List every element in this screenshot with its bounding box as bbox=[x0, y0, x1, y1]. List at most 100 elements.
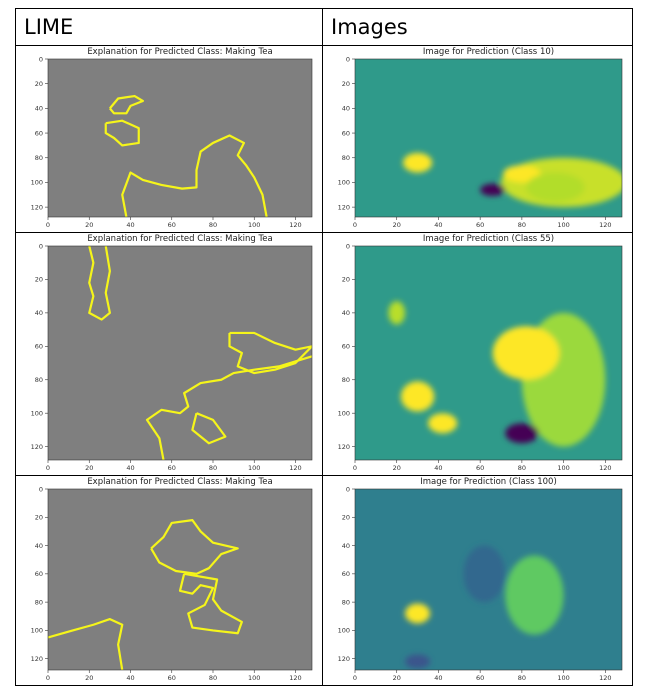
x-tick-label: 20 bbox=[85, 674, 93, 682]
y-tick-label: 60 bbox=[35, 343, 43, 351]
x-tick-label: 120 bbox=[599, 464, 611, 472]
plot-area bbox=[48, 59, 312, 217]
y-tick-label: 20 bbox=[35, 276, 43, 284]
y-tick-label: 120 bbox=[338, 443, 350, 451]
image-cell: Explanation for Predicted Class: Making … bbox=[15, 475, 323, 686]
image-cell: Explanation for Predicted Class: Making … bbox=[15, 232, 323, 476]
x-tick-label: 120 bbox=[289, 674, 301, 682]
x-tick-label: 60 bbox=[168, 674, 176, 682]
heat-blob bbox=[480, 184, 505, 196]
x-tick-label: 80 bbox=[209, 674, 217, 682]
plot-title: Explanation for Predicted Class: Making … bbox=[87, 234, 272, 244]
x-tick-label: 100 bbox=[557, 464, 569, 472]
heat-blob bbox=[526, 173, 584, 203]
background bbox=[48, 59, 312, 217]
x-tick-label: 120 bbox=[599, 221, 611, 229]
y-tick-label: 20 bbox=[35, 80, 43, 88]
header-text: LIME bbox=[24, 15, 73, 39]
y-tick-label: 80 bbox=[342, 376, 350, 384]
image-cell: Image for Prediction (Class 55) 0 20 40 60 80… bbox=[322, 232, 633, 476]
heat-blob bbox=[403, 153, 432, 173]
plot-area bbox=[355, 59, 626, 217]
y-tick-label: 80 bbox=[342, 154, 350, 162]
x-tick-label: 80 bbox=[518, 464, 526, 472]
plot: Image for Prediction (Class 100) 0 20 40 60 8… bbox=[323, 476, 632, 685]
y-tick-label: 40 bbox=[342, 309, 350, 317]
plot-title: Image for Prediction (Class 55) bbox=[423, 234, 554, 244]
heat-blob bbox=[401, 381, 434, 411]
y-tick-label: 0 bbox=[346, 485, 350, 493]
x-tick-label: 120 bbox=[289, 221, 301, 229]
plot: Image for Prediction (Class 10) 0 20 40 60 80… bbox=[323, 46, 632, 232]
x-tick-label: 20 bbox=[393, 221, 401, 229]
y-tick-label: 80 bbox=[35, 376, 43, 384]
x-tick-label: 100 bbox=[557, 221, 569, 229]
x-tick-label: 100 bbox=[248, 674, 260, 682]
y-tick-label: 40 bbox=[35, 542, 43, 550]
plot-title: Image for Prediction (Class 100) bbox=[420, 477, 557, 487]
x-tick-label: 20 bbox=[393, 464, 401, 472]
x-tick-label: 0 bbox=[46, 464, 50, 472]
plot: Explanation for Predicted Class: Making … bbox=[16, 46, 322, 232]
plot-area bbox=[48, 489, 312, 670]
y-tick-label: 20 bbox=[342, 80, 350, 88]
y-tick-label: 60 bbox=[342, 570, 350, 578]
x-tick-label: 80 bbox=[518, 674, 526, 682]
plot-title: Image for Prediction (Class 10) bbox=[423, 47, 554, 57]
x-tick-label: 40 bbox=[434, 464, 442, 472]
page: LIME Images Explanation for Predicted Cl… bbox=[0, 0, 648, 691]
x-tick-label: 40 bbox=[126, 674, 134, 682]
y-tick-label: 20 bbox=[342, 514, 350, 522]
y-tick-label: 60 bbox=[342, 343, 350, 351]
background bbox=[48, 489, 312, 670]
y-tick-label: 120 bbox=[31, 655, 43, 663]
image-cell: Explanation for Predicted Class: Making … bbox=[15, 45, 323, 233]
header-cell: LIME bbox=[15, 8, 323, 46]
y-tick-label: 60 bbox=[342, 129, 350, 137]
y-tick-label: 100 bbox=[338, 627, 350, 635]
y-tick-label: 60 bbox=[35, 570, 43, 578]
background bbox=[48, 246, 312, 460]
header-text: Images bbox=[331, 15, 408, 39]
y-tick-label: 20 bbox=[342, 276, 350, 284]
y-tick-label: 120 bbox=[31, 443, 43, 451]
plot-area bbox=[355, 246, 622, 460]
y-tick-label: 0 bbox=[346, 242, 350, 250]
x-tick-label: 100 bbox=[248, 464, 260, 472]
x-tick-label: 40 bbox=[434, 221, 442, 229]
y-tick-label: 20 bbox=[35, 514, 43, 522]
plot-title: Explanation for Predicted Class: Making … bbox=[87, 47, 272, 57]
plot: Explanation for Predicted Class: Making … bbox=[16, 476, 322, 685]
y-tick-label: 100 bbox=[31, 179, 43, 187]
heat-blob bbox=[405, 654, 430, 668]
y-tick-label: 80 bbox=[342, 598, 350, 606]
x-tick-label: 0 bbox=[46, 221, 50, 229]
x-tick-label: 60 bbox=[476, 221, 484, 229]
x-tick-label: 0 bbox=[353, 464, 357, 472]
plot: Explanation for Predicted Class: Making … bbox=[16, 233, 322, 475]
x-tick-label: 0 bbox=[353, 221, 357, 229]
y-tick-label: 40 bbox=[35, 105, 43, 113]
y-tick-label: 120 bbox=[31, 203, 43, 211]
x-tick-label: 40 bbox=[434, 674, 442, 682]
y-tick-label: 100 bbox=[31, 409, 43, 417]
x-tick-label: 60 bbox=[168, 221, 176, 229]
x-tick-label: 0 bbox=[46, 674, 50, 682]
y-tick-label: 40 bbox=[35, 309, 43, 317]
x-tick-label: 60 bbox=[476, 464, 484, 472]
plot-area bbox=[355, 489, 622, 670]
plot-area bbox=[48, 246, 312, 460]
x-tick-label: 80 bbox=[518, 221, 526, 229]
header-cell: Images bbox=[322, 8, 633, 46]
y-tick-label: 0 bbox=[346, 55, 350, 63]
x-tick-label: 120 bbox=[289, 464, 301, 472]
x-tick-label: 40 bbox=[126, 221, 134, 229]
y-tick-label: 60 bbox=[35, 129, 43, 137]
x-tick-label: 60 bbox=[168, 464, 176, 472]
x-tick-label: 0 bbox=[353, 674, 357, 682]
y-tick-label: 0 bbox=[39, 485, 43, 493]
x-tick-label: 40 bbox=[126, 464, 134, 472]
y-tick-label: 0 bbox=[39, 55, 43, 63]
heat-blob bbox=[405, 604, 430, 624]
y-tick-label: 100 bbox=[338, 409, 350, 417]
